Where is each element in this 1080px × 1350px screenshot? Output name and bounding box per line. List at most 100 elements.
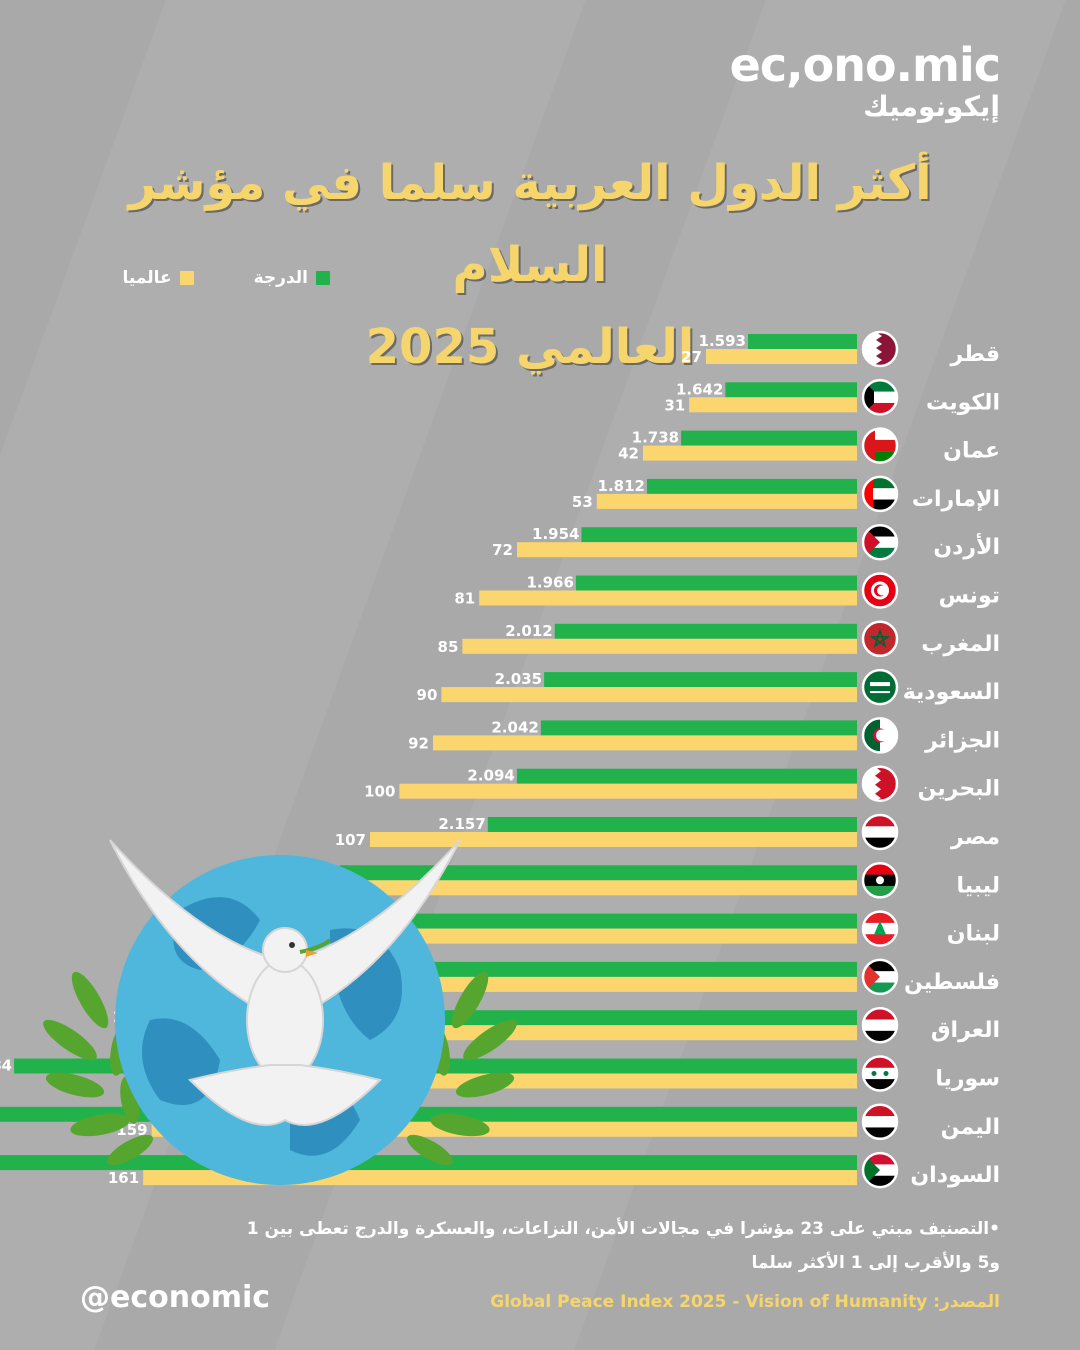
- legend-rank: عالميا: [123, 268, 194, 288]
- flag-ring: [861, 765, 899, 802]
- jordan-flag: [863, 525, 897, 560]
- rank-bar: [399, 783, 857, 799]
- country-label: الأردن: [933, 532, 1000, 560]
- country-label: اليمن: [941, 1115, 1000, 1140]
- flag-ring: [861, 475, 899, 513]
- rank-label: 92: [408, 734, 429, 752]
- score-label: 1.954: [532, 525, 579, 543]
- legend-score: الدرجة: [254, 268, 330, 288]
- flag-ring: [861, 1151, 899, 1189]
- rank-bar: [370, 832, 857, 847]
- score-bar: [581, 527, 857, 543]
- flag-ring: [861, 620, 899, 658]
- score-label: 1.966: [526, 574, 573, 592]
- flag-ring: [861, 717, 899, 754]
- score-label: 2.094: [467, 767, 514, 785]
- score-label: 3.184: [0, 1057, 12, 1075]
- country-label: الإمارات: [912, 487, 1000, 512]
- score-label: 2.035: [495, 670, 542, 688]
- rank-label: 161: [108, 1169, 139, 1187]
- palestine-flag: [863, 959, 897, 994]
- rank-bar: [706, 349, 857, 364]
- legend-score-swatch: [316, 271, 330, 285]
- country-label: فلسطين: [904, 970, 1000, 995]
- iraq-flag: [863, 1008, 897, 1043]
- score-label: 2.157: [438, 815, 485, 833]
- rank-bar: [479, 590, 857, 606]
- uae-flag: [863, 476, 897, 511]
- rank-label: 42: [618, 445, 639, 463]
- legend-rank-label: عالميا: [122, 268, 172, 288]
- country-label: المغرب: [921, 632, 1000, 657]
- flag-ring: [861, 379, 899, 416]
- rank-label: 90: [417, 686, 438, 704]
- flag-ring: [861, 330, 899, 368]
- flag-ring: [861, 1103, 899, 1141]
- olive-twig: [299, 938, 332, 954]
- brand-name-ar: إيكونوميك: [863, 90, 1000, 123]
- dove: [109, 839, 461, 1126]
- legend: الدرجة عالميا: [123, 268, 330, 288]
- score-bar: [748, 334, 857, 349]
- score-bar: [516, 768, 857, 784]
- rank-bar: [689, 397, 857, 413]
- rank-bar: [441, 687, 857, 703]
- source-credit: المصدر: Global Peace Index 2025 - Vision…: [490, 1292, 1000, 1312]
- title-line-1: أكثر الدول العربية سلما في مؤشر السلام: [128, 155, 932, 293]
- country-label: ليبيا: [957, 873, 1000, 898]
- country-label: لبنان: [947, 922, 1000, 947]
- flag-ring: [861, 862, 899, 899]
- score-bar: [487, 817, 857, 832]
- score-label: 1.738: [632, 429, 679, 447]
- country-label: السودان: [910, 1163, 1000, 1188]
- country-label: تونس: [939, 584, 1000, 609]
- rank-label: 81: [454, 590, 475, 608]
- legend-rank-swatch: [179, 271, 194, 285]
- score-bar: [646, 478, 857, 494]
- social-handle: @economic: [80, 1280, 271, 1315]
- lebanon-flag: [863, 911, 897, 946]
- chart-title: أكثر الدول العربية سلما في مؤشر السلام ا…: [60, 142, 1000, 388]
- rank-label: 53: [572, 493, 593, 511]
- dove-beak: [306, 950, 318, 957]
- flag-ring: [861, 668, 899, 706]
- title-line-2: العالمي 2025: [365, 319, 695, 375]
- libya-flag: [863, 863, 897, 898]
- peace-dove-globe-icon: [43, 839, 517, 1185]
- score-bar: [681, 430, 857, 446]
- rank-bar: [643, 445, 857, 461]
- score-bar: [725, 382, 857, 398]
- rank-label: 107: [335, 831, 366, 849]
- score-bar: [544, 672, 857, 688]
- country-label: قطر: [949, 342, 1000, 367]
- rank-bar: [462, 638, 857, 654]
- flag-ring: [861, 910, 899, 947]
- rank-label: 85: [438, 638, 459, 656]
- country-label: الجزائر: [924, 728, 1000, 753]
- methodology-note: •التصنيف مبني على 23 مؤشرا في مجالات الأ…: [246, 1219, 1000, 1273]
- country-label: مصر: [950, 825, 1000, 850]
- rank-bar: [433, 735, 857, 751]
- dove-eye: [289, 942, 295, 948]
- country-label: الكويت: [926, 390, 1000, 415]
- country-label: العراق: [931, 1018, 1000, 1043]
- brand-name-en: ec,ono.mic: [729, 38, 1001, 92]
- flag-ring: [861, 572, 899, 609]
- legend-score-label: الدرجة: [253, 268, 308, 288]
- brand-logo: ec,ono.mic إيكونوميك: [729, 38, 1001, 123]
- score-bar: [339, 865, 857, 881]
- sudan-flag: [863, 1153, 897, 1188]
- score-label: 2.012: [505, 622, 552, 640]
- yemen-flag: [863, 1104, 897, 1139]
- algeria-flag: [863, 718, 897, 753]
- flag-ring: [861, 427, 899, 464]
- flag-ring: [861, 1055, 899, 1092]
- score-bar: [540, 720, 857, 736]
- flag-ring: [861, 523, 899, 561]
- rank-label: 31: [664, 396, 685, 414]
- flag-ring: [861, 958, 899, 996]
- rank-bar: [517, 542, 857, 558]
- rank-bar: [596, 493, 857, 509]
- score-bar: [575, 575, 857, 591]
- country-label: سوريا: [935, 1067, 1000, 1092]
